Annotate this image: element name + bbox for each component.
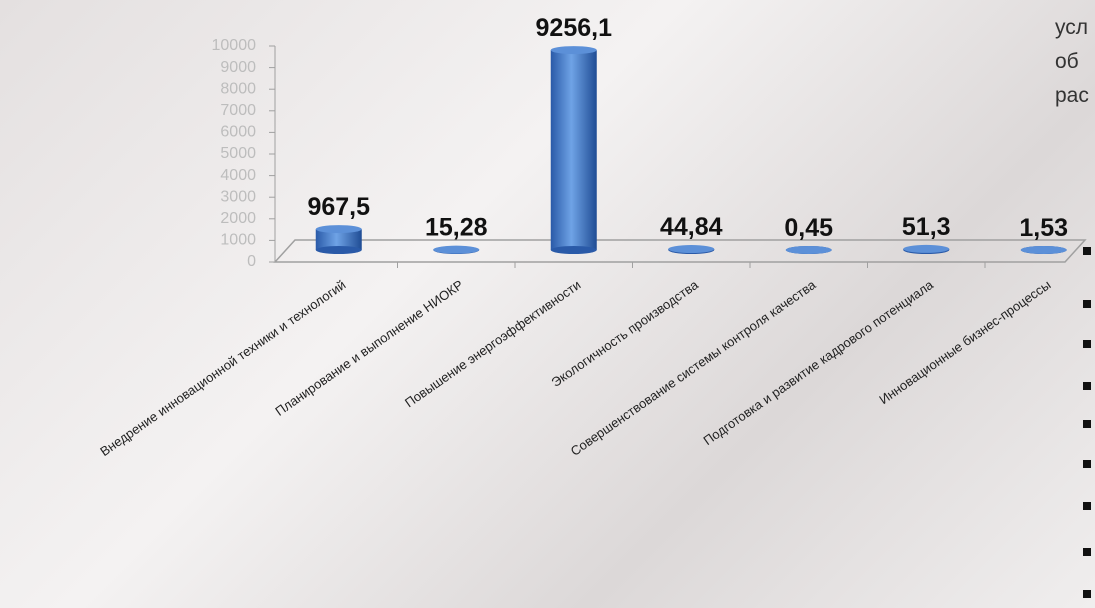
y-tick-label: 4000 <box>220 167 256 184</box>
y-tick-label: 5000 <box>220 145 256 162</box>
y-tick-label: 6000 <box>220 124 256 141</box>
x-tick-label: Совершенствование системы контроля качес… <box>568 277 819 459</box>
y-tick-label: 8000 <box>220 80 256 97</box>
value-label: 15,28 <box>425 214 488 242</box>
bar-top <box>315 225 362 234</box>
x-tick-label: Планирование и выполнение НИОКР <box>272 277 466 419</box>
bar-top <box>903 244 950 253</box>
bar-top <box>668 245 715 254</box>
y-tick-label: 10000 <box>212 37 257 54</box>
y-tick-label: 3000 <box>220 188 256 205</box>
bar-top <box>550 46 597 55</box>
bar-bottom <box>315 246 362 254</box>
value-label: 44,84 <box>660 213 723 241</box>
bullets <box>1083 247 1091 598</box>
bar-top <box>1020 245 1067 254</box>
value-label: 967,5 <box>307 193 370 221</box>
floor <box>273 239 1087 263</box>
y-tick-label: 7000 <box>220 102 256 119</box>
value-label: 0,45 <box>784 214 833 242</box>
annotation: усл <box>1055 16 1088 39</box>
bar-top <box>433 245 480 254</box>
y-tick-label: 9000 <box>220 59 256 76</box>
value-label: 1,53 <box>1019 214 1068 242</box>
value-label: 51,3 <box>902 213 951 241</box>
annotation: об <box>1055 50 1079 73</box>
annotation: рас <box>1055 84 1089 107</box>
bar-bottom <box>550 246 597 254</box>
bar-top <box>785 245 832 254</box>
bar <box>315 229 362 250</box>
y-tick-label: 1000 <box>220 232 256 249</box>
y-tick-label: 0 <box>247 253 256 270</box>
value-label: 9256,1 <box>536 14 613 42</box>
x-tick-label: Подготовка и развитие кадрового потенциа… <box>701 277 937 449</box>
y-tick-label: 2000 <box>220 210 256 227</box>
x-tick-label: Внедрение инновационной техники и технол… <box>97 277 348 459</box>
bar <box>550 50 597 251</box>
